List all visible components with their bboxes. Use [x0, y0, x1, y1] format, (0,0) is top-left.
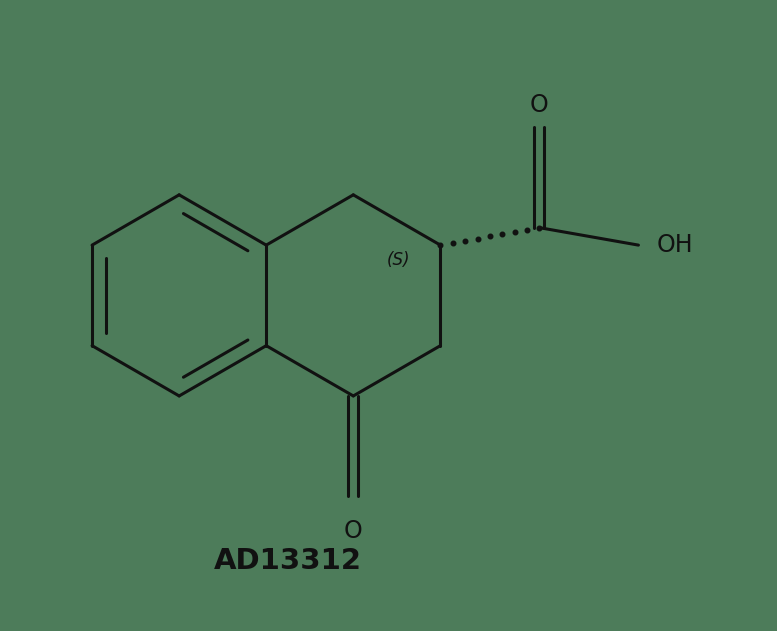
Text: O: O [530, 93, 549, 117]
Text: AD13312: AD13312 [214, 547, 362, 575]
Text: O: O [344, 519, 363, 543]
Text: OH: OH [657, 233, 693, 257]
Text: (S): (S) [386, 251, 410, 269]
